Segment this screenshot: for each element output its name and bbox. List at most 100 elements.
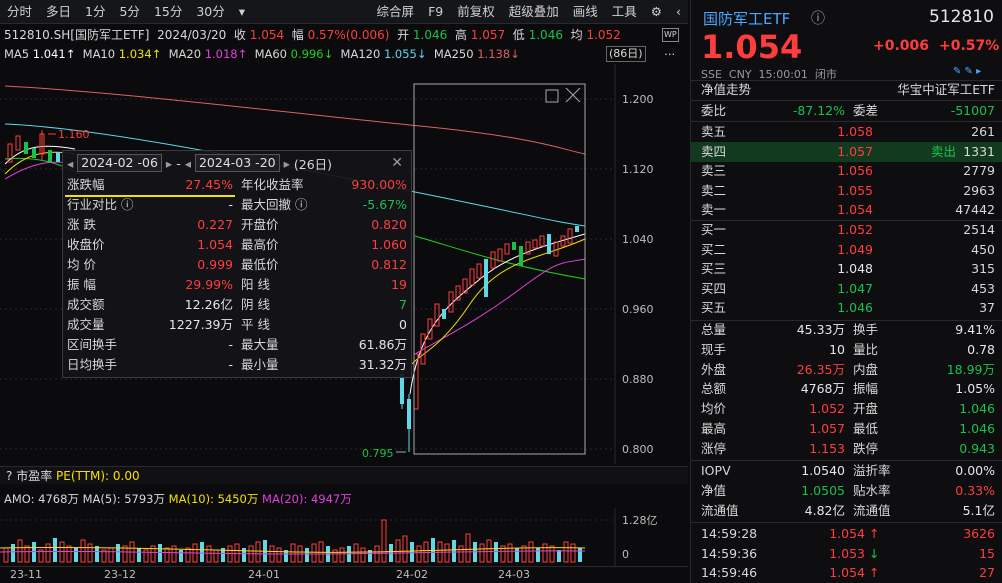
ask-price: 1.057: [837, 143, 873, 159]
stat-row: 涨跌幅 27.45% 年化收益率 930.00%: [63, 175, 411, 195]
volume-bar: [374, 545, 380, 563]
nav-row: 净值 1.0505 贴水率 0.33%: [691, 481, 1002, 501]
period-5min[interactable]: 5分: [119, 3, 140, 19]
stat-value: 19: [391, 277, 407, 292]
price-change: +0.006: [873, 38, 930, 54]
volume-bar: [221, 548, 225, 562]
more-icon[interactable]: ⋯: [664, 47, 676, 61]
tab-nav[interactable]: 净值走势: [701, 82, 752, 97]
sell-tag: 卖出: [931, 143, 957, 159]
bid-row[interactable]: 买一 1.052 2514: [691, 220, 1002, 240]
bid-row[interactable]: 买四 1.047 453: [691, 279, 1002, 299]
volume-bar: [290, 543, 296, 563]
ask-row[interactable]: 卖三 1.056 2779: [691, 161, 1002, 181]
stat-row: 涨 跌 0.227 开盘价 0.820: [63, 215, 411, 235]
stat-value: 10: [829, 341, 845, 357]
volume-bar: [360, 547, 366, 563]
tools-button[interactable]: 工具: [611, 3, 637, 19]
volume-bar: [479, 543, 485, 563]
stat-value: 0.227: [197, 217, 233, 232]
help-icon[interactable]: ?: [6, 469, 13, 483]
volume-bar: [53, 538, 57, 562]
bid-row[interactable]: 买五 1.046 37: [691, 298, 1002, 318]
period-intraday[interactable]: 分时: [7, 3, 33, 19]
ask-volume: 47442: [955, 202, 995, 218]
stat-value: 0.78: [967, 341, 995, 357]
vol-ma5-label: MA(5):: [82, 492, 121, 506]
next-icon[interactable]: ▸: [283, 155, 290, 171]
volume-bar: [305, 548, 309, 562]
stat-value: -5.67%: [362, 197, 407, 212]
market-meta: SSE CNY 15:00:01 闭市: [701, 68, 837, 81]
prev-icon[interactable]: ◂: [184, 155, 191, 171]
ask-price: 1.055: [837, 182, 873, 198]
draw-line-button[interactable]: 画线: [572, 3, 598, 19]
days-selector[interactable]: (86日): [606, 46, 646, 62]
ask-row[interactable]: 卖一 1.054 47442: [691, 200, 1002, 220]
volume-bar: [38, 549, 44, 563]
prev-icon[interactable]: ◂: [67, 155, 74, 171]
stat-label: 涨 跌: [67, 217, 96, 232]
stat-value: 1.153: [809, 440, 845, 456]
tab-fund[interactable]: 华宝中证军工ETF: [897, 82, 995, 97]
vol-zero-tick: 0: [622, 548, 629, 561]
overlay-button[interactable]: 超级叠加: [508, 3, 559, 19]
period-30min[interactable]: 30分: [196, 3, 225, 19]
volume-bar: [150, 545, 156, 563]
stat-row: 日均换手 - 最小量 31.32万: [63, 355, 411, 375]
bid-volume: 2514: [963, 222, 995, 237]
start-date-input[interactable]: 2024-02 -06: [77, 154, 162, 172]
close-icon: [565, 87, 581, 103]
nav-value: 4.82亿: [804, 503, 845, 518]
next-icon[interactable]: ▸: [165, 155, 173, 171]
tick-row: 14:59:36 1.053 ↓ 15: [691, 544, 1002, 564]
collapse-icon[interactable]: ‹: [676, 3, 681, 19]
stat-label: 内盘: [853, 361, 879, 377]
volume-legend: AMO: 4768万 MA(5): 5793万 MA(10): 5450万 MA…: [0, 490, 688, 508]
avg-label: 均: [570, 28, 583, 42]
ask-volume: 2963: [963, 182, 995, 198]
bar-date: 2024/03/20: [157, 28, 227, 42]
ask-row[interactable]: 卖五 1.058 261: [691, 122, 1002, 142]
forward-adjust-button[interactable]: 前复权: [457, 3, 495, 19]
stat-label: 最高价: [241, 237, 279, 252]
date-dash: -: [176, 155, 181, 171]
close-icon[interactable]: ✕: [391, 155, 403, 171]
ma10-label: MA10: [82, 47, 116, 61]
bid-row[interactable]: 买二 1.049 450: [691, 240, 1002, 260]
composite-screen-button[interactable]: 综合屏: [376, 3, 415, 19]
wp-badge[interactable]: WP: [662, 28, 679, 42]
stat-value: 9.41%: [955, 322, 995, 337]
stat-label: 开盘价: [241, 217, 279, 232]
chevron-down-icon[interactable]: ▾: [238, 3, 246, 19]
end-date-input[interactable]: 2024-03 -20: [194, 154, 280, 172]
volume-bar: [423, 541, 429, 563]
ask-row[interactable]: 卖二 1.055 2963: [691, 181, 1002, 201]
ask-price: 1.056: [837, 163, 873, 179]
info-icon[interactable]: ⓘ: [811, 11, 825, 27]
gear-icon[interactable]: ⚙: [650, 3, 662, 19]
edit-icons[interactable]: ✎ ✎ ▸: [953, 66, 982, 77]
tick-price: 1.053: [829, 545, 865, 561]
volume-chart[interactable]: 1.28亿 0: [0, 508, 688, 566]
stat-label: 收盘价: [67, 237, 105, 252]
volume-bar: [206, 545, 212, 563]
ask-volume: 1331: [963, 143, 995, 159]
period-1min[interactable]: 1分: [85, 3, 106, 19]
period-15min[interactable]: 15分: [153, 3, 183, 19]
period-multiday[interactable]: 多日: [46, 3, 72, 19]
bid-volume: 453: [971, 280, 995, 296]
stat-value: 12.26亿: [184, 297, 233, 312]
ask-row[interactable]: 卖四 1.057 卖出 1331: [691, 141, 1002, 162]
security-name[interactable]: 国防军工ETF: [703, 10, 791, 28]
bid-row[interactable]: 买三 1.048 315: [691, 259, 1002, 279]
vol-ma20-value: 4947万: [310, 492, 352, 506]
tick-arrow-icon: ↑: [869, 526, 880, 541]
volume-bar: [87, 543, 93, 563]
stat-label: 年化收益率: [241, 177, 304, 192]
ask-label: 卖五: [701, 124, 727, 139]
volume-bar: [536, 548, 540, 562]
f9-button[interactable]: F9: [428, 3, 444, 19]
ask-label: 卖三: [701, 163, 727, 179]
volume-bar: [339, 547, 345, 563]
